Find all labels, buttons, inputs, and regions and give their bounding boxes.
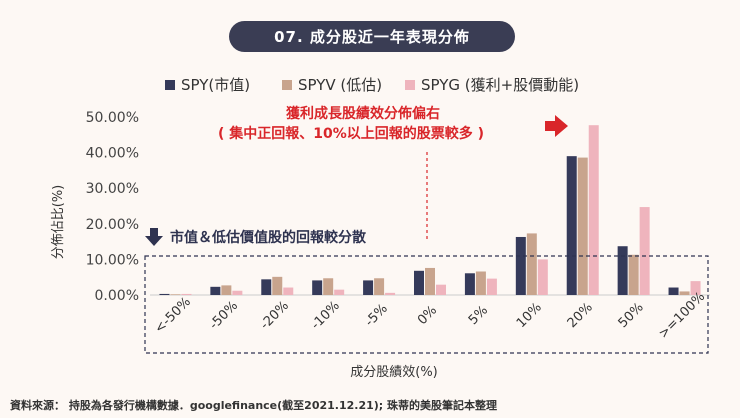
arrow-down-icon: [145, 228, 163, 246]
bar-spy-5: [414, 270, 424, 295]
bar-spyg-0: [181, 293, 192, 295]
x-tick-label: -20%: [258, 298, 292, 332]
legend-label-spy: SPY(市值): [181, 76, 250, 94]
page-title: 07. 成分股近一年表現分佈: [229, 21, 515, 52]
bar-spyg-10: [690, 281, 701, 295]
source-footer: 資料來源： 持股為各發行機構數據．googlefinance(截至2021.12…: [10, 399, 498, 412]
bar-spyg-3: [334, 289, 345, 295]
bar-spy-8: [566, 156, 577, 295]
x-tick-label: >=100%: [656, 289, 708, 341]
y-axis-ticks: 0.00% 10.00% 20.00% 30.00% 40.00% 50.00%: [86, 110, 139, 304]
x-tick-label: 0%: [415, 303, 440, 328]
annotation-right-line1: 獲利成長股績效分佈偏右: [286, 105, 440, 122]
bar-spy-4: [363, 280, 374, 295]
y-tick-label: 50.00%: [86, 110, 139, 126]
bar-spyv-8: [577, 157, 588, 295]
y-tick-label: 30.00%: [86, 181, 139, 197]
bar-spyg-8: [588, 125, 599, 295]
legend-label-spyv: SPYV (低估): [298, 76, 382, 94]
bar-spyv-2: [272, 276, 283, 295]
y-tick-label: 20.00%: [86, 217, 139, 233]
bar-spyv-9: [628, 254, 639, 295]
annotation-right-line2: ( 集中正回報、10%以上回報的股票較多 ): [218, 125, 484, 142]
y-tick-label: 40.00%: [86, 146, 139, 162]
bar-spyg-5: [436, 284, 446, 295]
x-axis-ticks: <-50% -50% -20% -10% -5% 0% 5% 10% 20% 50% >=100%: [152, 289, 708, 341]
dashed-highlight-box: [144, 255, 709, 354]
arrow-right-icon: [545, 115, 568, 137]
x-tick-label: -50%: [207, 298, 241, 332]
y-axis-title: 分佈佔比(%): [50, 185, 66, 260]
legend: SPY(市值) SPYV (低估) SPYG (獲利+股價動能): [165, 76, 579, 94]
bar-spy-1: [210, 286, 221, 295]
bar-spy-10: [668, 287, 679, 295]
bar-spyg-2: [283, 287, 294, 295]
x-tick-label: 5%: [466, 303, 491, 328]
bar-spyv-0: [170, 294, 181, 295]
bar-spy-9: [617, 246, 628, 295]
bar-spy-3: [312, 280, 323, 295]
bar-spyg-6: [486, 278, 497, 295]
bar-spy-7: [515, 236, 526, 295]
legend-swatch-spy: [165, 80, 175, 90]
bar-spy-0: [159, 293, 170, 295]
x-tick-label: -10%: [309, 298, 343, 332]
x-tick-label: 50%: [616, 300, 647, 331]
bar-spyv-4: [374, 278, 385, 295]
legend-swatch-spyv: [282, 80, 292, 90]
annotation-left-note: 市值＆低估價值股的回報較分散: [170, 229, 367, 246]
x-tick-label: 20%: [565, 300, 596, 331]
x-tick-label: -5%: [362, 301, 391, 330]
x-tick-label: <-50%: [152, 294, 194, 336]
bars: [159, 125, 701, 295]
bar-spyg-7: [537, 259, 548, 295]
legend-label-spyg: SPYG (獲利+股價動能): [421, 76, 579, 94]
bar-spy-2: [261, 279, 272, 295]
x-tick-label: 10%: [514, 300, 545, 331]
bar-spyv-7: [526, 233, 537, 295]
x-axis-title: 成分股績效(%): [350, 365, 438, 380]
bar-spyg-9: [639, 207, 650, 295]
legend-swatch-spyg: [405, 80, 415, 90]
bar-spyg-4: [385, 292, 396, 295]
bar-spyv-6: [475, 271, 486, 295]
y-tick-label: 10.00%: [86, 252, 139, 268]
bar-spy-6: [464, 273, 475, 295]
bar-spyv-10: [679, 291, 690, 295]
bar-spyv-3: [323, 278, 334, 295]
bar-spyg-1: [232, 290, 243, 295]
y-tick-label: 0.00%: [95, 288, 139, 304]
bar-spyv-1: [221, 285, 232, 295]
bar-spyv-5: [425, 267, 435, 295]
